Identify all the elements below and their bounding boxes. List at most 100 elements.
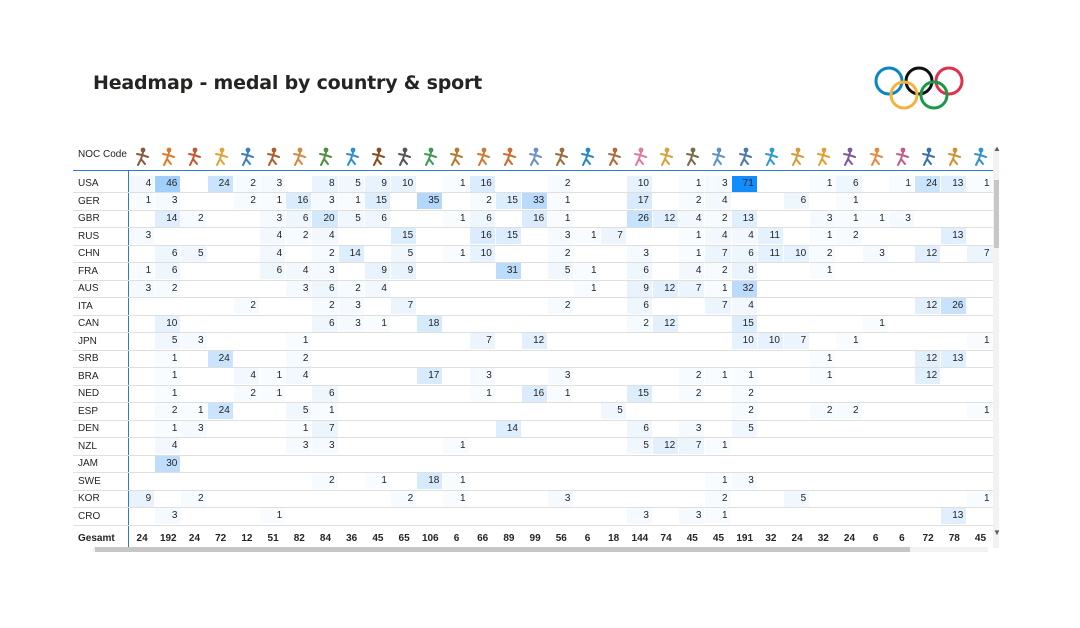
heatmap-cell[interactable]: 6	[260, 263, 286, 279]
heatmap-cell[interactable]: 2	[679, 193, 705, 209]
heatmap-matrix[interactable]: NOC Code USA 4 46 24 2 3 8 5 9 10 1 16 2 10 1 3 71 1 6 1 24 1…	[73, 144, 1001, 552]
heatmap-cell[interactable]: 5	[784, 490, 810, 507]
heatmap-cell[interactable]: 16	[522, 210, 548, 227]
heatmap-cell[interactable]: 6	[312, 385, 338, 402]
heatmap-cell[interactable]: 2	[155, 280, 181, 297]
heatmap-cell[interactable]: 6	[155, 263, 181, 279]
heatmap-cell[interactable]: 2	[626, 315, 652, 332]
heatmap-cell[interactable]: 16	[286, 193, 312, 209]
heatmap-cell[interactable]: 24	[207, 175, 233, 192]
heatmap-cell[interactable]: 4	[155, 438, 181, 454]
heatmap-cell[interactable]: 2	[233, 193, 259, 209]
heatmap-cell[interactable]: 14	[155, 210, 181, 227]
heatmap-cell[interactable]: 2	[312, 298, 338, 314]
heatmap-cell[interactable]: 3	[312, 263, 338, 279]
heatmap-cell[interactable]: 12	[653, 210, 679, 227]
heatmap-cell[interactable]: 5	[548, 263, 574, 279]
heatmap-cell[interactable]: 6	[731, 245, 757, 262]
heatmap-cell[interactable]: 16	[469, 175, 495, 192]
heatmap-cell[interactable]: 7	[967, 245, 993, 262]
heatmap-cell[interactable]: 5	[181, 245, 207, 262]
heatmap-cell[interactable]: 3	[286, 280, 312, 297]
heatmap-cell[interactable]: 1	[967, 333, 993, 349]
heatmap-cell[interactable]: 1	[443, 473, 469, 489]
heatmap-cell[interactable]: 24	[915, 175, 941, 192]
heatmap-cell[interactable]: 4	[731, 298, 757, 314]
heatmap-cell[interactable]: 6	[312, 315, 338, 332]
heatmap-cell[interactable]: 2	[705, 490, 731, 507]
heatmap-cell[interactable]: 9	[391, 263, 417, 279]
heatmap-cell[interactable]: 15	[495, 228, 521, 244]
heatmap-cell[interactable]: 2	[705, 263, 731, 279]
heatmap-cell[interactable]: 2	[731, 403, 757, 419]
heatmap-cell[interactable]: 1	[260, 508, 286, 524]
heatmap-cell[interactable]: 5	[626, 438, 652, 454]
heatmap-cell[interactable]: 3	[810, 210, 836, 227]
heatmap-cell[interactable]: 46	[155, 175, 181, 192]
heatmap-cell[interactable]: 9	[364, 175, 390, 192]
heatmap-cell[interactable]: 2	[233, 175, 259, 192]
heatmap-cell[interactable]: 7	[469, 333, 495, 349]
heatmap-cell[interactable]: 15	[495, 193, 521, 209]
heatmap-cell[interactable]: 12	[915, 298, 941, 314]
heatmap-cell[interactable]: 10	[469, 245, 495, 262]
heatmap-cell[interactable]: 15	[391, 228, 417, 244]
heatmap-cell[interactable]: 1	[548, 385, 574, 402]
heatmap-cell[interactable]: 1	[705, 438, 731, 454]
heatmap-cell[interactable]: 1	[548, 193, 574, 209]
heatmap-cell[interactable]: 2	[836, 403, 862, 419]
heatmap-cell[interactable]: 12	[653, 315, 679, 332]
heatmap-cell[interactable]: 5	[731, 420, 757, 437]
heatmap-cell[interactable]: 12	[915, 368, 941, 384]
heatmap-cell[interactable]: 33	[522, 193, 548, 209]
heatmap-cell[interactable]: 1	[469, 385, 495, 402]
heatmap-cell[interactable]: 3	[155, 508, 181, 524]
heatmap-cell[interactable]: 3	[338, 315, 364, 332]
heatmap-cell[interactable]: 4	[679, 210, 705, 227]
heatmap-cell[interactable]: 3	[731, 473, 757, 489]
heatmap-cell[interactable]: 4	[364, 280, 390, 297]
heatmap-cell[interactable]: 3	[338, 298, 364, 314]
heatmap-cell[interactable]: 4	[312, 228, 338, 244]
heatmap-cell[interactable]: 5	[391, 245, 417, 262]
heatmap-cell[interactable]: 4	[286, 368, 312, 384]
heatmap-cell[interactable]: 13	[941, 508, 967, 524]
heatmap-cell[interactable]: 5	[286, 403, 312, 419]
heatmap-cell[interactable]: 1	[810, 228, 836, 244]
heatmap-cell[interactable]: 1	[155, 420, 181, 437]
heatmap-cell[interactable]: 3	[862, 245, 888, 262]
heatmap-cell[interactable]: 11	[757, 228, 783, 244]
heatmap-cell[interactable]: 4	[286, 263, 312, 279]
heatmap-cell[interactable]: 3	[548, 368, 574, 384]
heatmap-cell[interactable]: 12	[915, 245, 941, 262]
heatmap-cell[interactable]: 1	[129, 193, 155, 209]
heatmap-cell[interactable]: 6	[836, 175, 862, 192]
heatmap-cell[interactable]: 7	[679, 280, 705, 297]
heatmap-cell[interactable]: 4	[679, 263, 705, 279]
heatmap-cell[interactable]: 18	[417, 473, 443, 489]
heatmap-cell[interactable]: 4	[260, 245, 286, 262]
heatmap-cell[interactable]: 1	[443, 210, 469, 227]
heatmap-cell[interactable]: 15	[364, 193, 390, 209]
heatmap-cell[interactable]: 7	[705, 298, 731, 314]
heatmap-cell[interactable]: 6	[364, 210, 390, 227]
heatmap-cell[interactable]: 5	[338, 210, 364, 227]
heatmap-cell[interactable]: 1	[810, 368, 836, 384]
heatmap-cell[interactable]: 1	[338, 193, 364, 209]
heatmap-cell[interactable]: 6	[784, 193, 810, 209]
heatmap-cell[interactable]: 1	[312, 403, 338, 419]
heatmap-cell[interactable]: 1	[810, 175, 836, 192]
heatmap-cell[interactable]: 1	[443, 175, 469, 192]
heatmap-cell[interactable]: 1	[810, 350, 836, 367]
heatmap-cell[interactable]: 9	[129, 490, 155, 507]
heatmap-cell[interactable]: 7	[312, 420, 338, 437]
heatmap-cell[interactable]: 1	[810, 263, 836, 279]
heatmap-cell[interactable]: 1	[155, 385, 181, 402]
heatmap-cell[interactable]: 7	[679, 438, 705, 454]
heatmap-cell[interactable]: 17	[417, 368, 443, 384]
heatmap-cell[interactable]: 3	[286, 438, 312, 454]
heatmap-cell[interactable]: 1	[705, 508, 731, 524]
heatmap-cell[interactable]: 1	[967, 403, 993, 419]
vertical-scrollbar-thumb[interactable]	[994, 180, 999, 248]
heatmap-cell[interactable]: 3	[312, 438, 338, 454]
